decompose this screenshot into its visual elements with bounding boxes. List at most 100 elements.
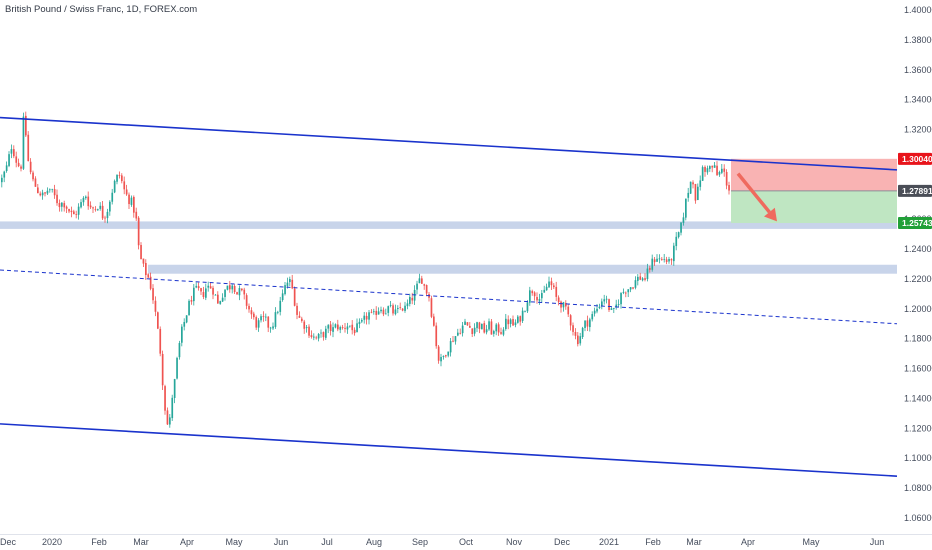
candle-down <box>692 180 694 189</box>
candle-up <box>406 299 409 310</box>
candle-down <box>233 284 236 295</box>
candle-down <box>75 210 78 219</box>
x-tick-label: May <box>802 537 820 547</box>
candle-up <box>605 295 608 304</box>
candle-down <box>212 285 214 300</box>
candle-down <box>243 287 246 300</box>
candle-up <box>502 327 505 337</box>
candle-up <box>397 305 399 314</box>
candle-down <box>56 189 58 206</box>
y-tick-label: 1.12000 <box>904 423 932 433</box>
candle-up <box>269 326 272 333</box>
candle-down <box>142 258 145 268</box>
candle-down <box>20 164 22 172</box>
candle-up <box>238 285 241 301</box>
candle-down <box>435 322 438 349</box>
candle-down <box>248 303 250 313</box>
candle-up <box>524 310 526 313</box>
candle-down <box>255 315 258 331</box>
candle-up <box>274 307 277 329</box>
candle-up <box>178 340 181 360</box>
candle-up <box>543 285 546 293</box>
x-tick-label: 2021 <box>599 537 619 547</box>
candle-up <box>615 299 618 310</box>
candle-down <box>135 207 138 221</box>
candle-down <box>471 328 474 338</box>
candle-up <box>193 283 195 306</box>
x-tick-label: Jun <box>274 537 289 547</box>
candle-down <box>44 192 46 197</box>
candle-up <box>440 353 442 367</box>
candle-down <box>298 311 301 318</box>
candle-down <box>608 298 610 312</box>
candle-up <box>493 329 495 337</box>
candle-down <box>217 291 219 304</box>
candle-up <box>505 313 507 331</box>
svg-text:1.30040: 1.30040 <box>902 154 932 164</box>
candle-down <box>159 326 162 357</box>
candle-down <box>25 111 27 137</box>
y-tick-label: 1.24000 <box>904 244 932 254</box>
candle-up <box>673 242 675 266</box>
target-price-tag: 1.25743 <box>898 217 932 230</box>
candle-up <box>548 276 550 288</box>
candle-up <box>219 300 222 305</box>
candle-up <box>377 307 380 315</box>
y-tick-label: 1.14000 <box>904 393 932 403</box>
candle-down <box>58 199 61 212</box>
last-price-tag: 1.27891 <box>898 184 932 197</box>
candle-down <box>433 313 435 327</box>
candle-down <box>459 328 462 335</box>
candle-up <box>277 310 279 315</box>
candle-up <box>449 338 452 357</box>
candle-up <box>226 285 229 291</box>
candle-up <box>325 325 327 341</box>
candle-down <box>577 332 579 347</box>
candle-down <box>329 320 332 336</box>
candle-down <box>301 316 303 323</box>
candle-up <box>404 301 406 313</box>
candle-up <box>1 174 3 188</box>
candle-up <box>464 318 466 326</box>
candle-down <box>73 209 75 215</box>
candle-down <box>500 327 502 335</box>
candle-up <box>481 323 483 330</box>
candle-up <box>173 378 176 404</box>
candle-up <box>116 174 118 185</box>
candle-up <box>454 335 457 345</box>
candle-down <box>245 293 248 310</box>
candle-down <box>37 183 39 194</box>
support-zone-upper <box>0 221 897 229</box>
candle-down <box>519 315 522 326</box>
candle-down <box>533 291 536 301</box>
candle-down <box>649 265 651 273</box>
x-tick-label: 2020 <box>42 537 62 547</box>
candle-down <box>644 273 646 282</box>
candle-up <box>317 333 320 342</box>
candle-down <box>262 311 265 322</box>
candle-down <box>65 205 68 213</box>
candle-up <box>461 322 464 337</box>
candle-up <box>656 254 658 263</box>
candle-down <box>202 286 205 300</box>
candle-down <box>89 201 92 209</box>
candle-up <box>49 188 51 193</box>
candle-down <box>452 336 454 343</box>
candle-up <box>689 181 692 194</box>
candle-up <box>627 289 630 298</box>
candle-down <box>147 273 150 279</box>
y-tick-label: 1.22000 <box>904 274 932 284</box>
candle-down <box>92 206 94 214</box>
candle-up <box>327 324 330 334</box>
candle-down <box>421 275 423 284</box>
candle-down <box>241 288 243 292</box>
candle-up <box>257 318 260 332</box>
candle-down <box>632 287 634 290</box>
candle-up <box>356 318 358 333</box>
candle-up <box>99 202 102 211</box>
candle-up <box>281 289 284 302</box>
candle-up <box>224 289 226 301</box>
candle-up <box>687 187 690 202</box>
candle-up <box>685 198 687 221</box>
